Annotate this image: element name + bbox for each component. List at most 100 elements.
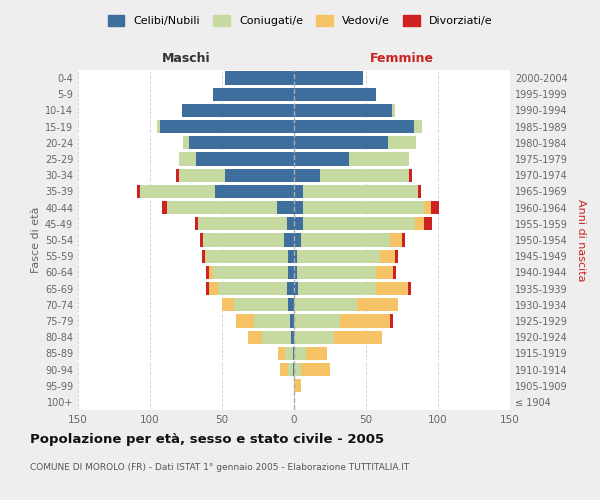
- Bar: [302, 185, 418, 198]
- Bar: [391, 314, 394, 328]
- Bar: [394, 266, 396, 279]
- Text: Maschi: Maschi: [161, 52, 211, 65]
- Bar: [298, 282, 376, 295]
- Bar: [424, 201, 431, 214]
- Bar: [206, 282, 209, 295]
- Bar: [294, 379, 301, 392]
- Bar: [380, 250, 395, 263]
- Bar: [206, 250, 288, 263]
- Bar: [294, 104, 392, 117]
- Text: Femmine: Femmine: [370, 52, 434, 65]
- Bar: [294, 234, 301, 246]
- Bar: [254, 314, 290, 328]
- Bar: [294, 88, 376, 101]
- Bar: [203, 234, 284, 246]
- Bar: [376, 282, 408, 295]
- Bar: [222, 298, 233, 312]
- Bar: [294, 250, 297, 263]
- Bar: [294, 136, 388, 149]
- Bar: [189, 136, 294, 149]
- Text: Popolazione per età, sesso e stato civile - 2005: Popolazione per età, sesso e stato civil…: [30, 432, 384, 446]
- Y-axis label: Anni di nascita: Anni di nascita: [576, 198, 586, 281]
- Bar: [294, 217, 302, 230]
- Bar: [248, 330, 262, 344]
- Bar: [290, 314, 294, 328]
- Bar: [209, 282, 218, 295]
- Bar: [225, 72, 294, 85]
- Bar: [305, 346, 327, 360]
- Bar: [302, 217, 415, 230]
- Bar: [294, 298, 358, 312]
- Bar: [236, 314, 254, 328]
- Bar: [320, 168, 409, 182]
- Bar: [200, 234, 203, 246]
- Bar: [280, 363, 288, 376]
- Bar: [262, 330, 291, 344]
- Bar: [183, 136, 189, 149]
- Bar: [294, 314, 340, 328]
- Bar: [288, 250, 294, 263]
- Bar: [302, 201, 424, 214]
- Bar: [376, 266, 394, 279]
- Bar: [293, 346, 294, 360]
- Bar: [278, 346, 286, 360]
- Y-axis label: Fasce di età: Fasce di età: [31, 207, 41, 273]
- Bar: [176, 168, 179, 182]
- Bar: [395, 250, 398, 263]
- Bar: [358, 298, 398, 312]
- Legend: Celibi/Nubili, Coniugati/e, Vedovi/e, Divorziati/e: Celibi/Nubili, Coniugati/e, Vedovi/e, Di…: [103, 10, 497, 31]
- Bar: [293, 363, 294, 376]
- Bar: [214, 266, 288, 279]
- Bar: [431, 201, 439, 214]
- Bar: [294, 363, 301, 376]
- Bar: [349, 152, 409, 166]
- Bar: [205, 250, 206, 263]
- Bar: [137, 185, 140, 198]
- Bar: [334, 330, 382, 344]
- Bar: [402, 234, 405, 246]
- Bar: [297, 250, 380, 263]
- Bar: [413, 120, 422, 134]
- Bar: [294, 120, 413, 134]
- Bar: [233, 298, 288, 312]
- Bar: [391, 234, 402, 246]
- Bar: [294, 201, 302, 214]
- Bar: [301, 234, 391, 246]
- Bar: [161, 201, 167, 214]
- Bar: [179, 152, 196, 166]
- Bar: [294, 168, 320, 182]
- Bar: [294, 330, 334, 344]
- Bar: [392, 104, 395, 117]
- Bar: [157, 120, 160, 134]
- Bar: [301, 363, 330, 376]
- Bar: [218, 282, 287, 295]
- Bar: [160, 120, 294, 134]
- Bar: [182, 104, 294, 117]
- Bar: [294, 346, 305, 360]
- Bar: [284, 234, 294, 246]
- Bar: [197, 217, 287, 230]
- Bar: [194, 217, 197, 230]
- Bar: [340, 314, 391, 328]
- Bar: [294, 282, 298, 295]
- Bar: [209, 266, 214, 279]
- Text: COMUNE DI MOROLO (FR) - Dati ISTAT 1° gennaio 2005 - Elaborazione TUTTITALIA.IT: COMUNE DI MOROLO (FR) - Dati ISTAT 1° ge…: [30, 462, 409, 471]
- Bar: [167, 201, 277, 214]
- Bar: [277, 201, 294, 214]
- Bar: [214, 88, 294, 101]
- Bar: [409, 168, 412, 182]
- Bar: [288, 266, 294, 279]
- Bar: [294, 72, 363, 85]
- Bar: [294, 152, 349, 166]
- Bar: [202, 250, 205, 263]
- Bar: [294, 185, 302, 198]
- Bar: [415, 217, 424, 230]
- Bar: [288, 363, 293, 376]
- Bar: [286, 346, 293, 360]
- Bar: [215, 185, 294, 198]
- Bar: [297, 266, 376, 279]
- Bar: [418, 185, 421, 198]
- Bar: [424, 217, 432, 230]
- Bar: [206, 266, 209, 279]
- Bar: [294, 266, 297, 279]
